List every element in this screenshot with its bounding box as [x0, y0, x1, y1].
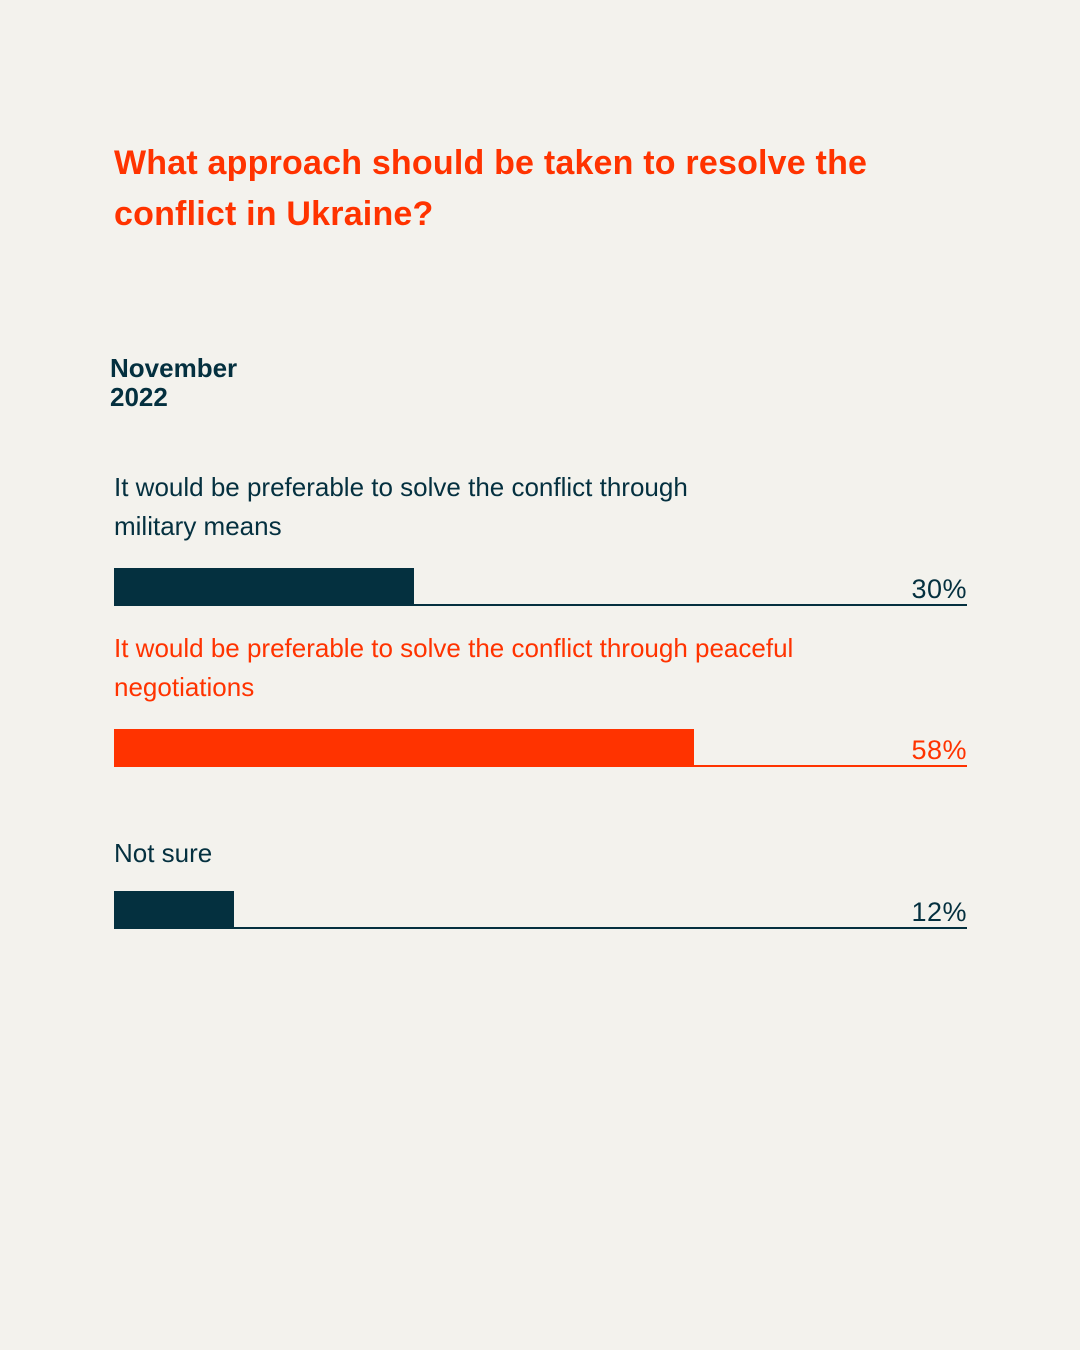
bar-value-military: 30% — [911, 574, 967, 604]
bar-negotiations — [114, 729, 694, 767]
bar-military — [114, 568, 414, 606]
bar-baseline-military — [114, 604, 967, 606]
chart-title: What approach should be taken to resolve… — [114, 144, 868, 233]
period-month: November — [110, 353, 238, 383]
bar-label-not-sure: Not sure — [114, 838, 213, 868]
bar-track-negotiations: 58% — [114, 729, 967, 767]
bar-value-negotiations: 58% — [911, 735, 967, 765]
period-year: 2022 — [110, 382, 168, 412]
bar-track-not-sure: 12% — [114, 891, 967, 929]
survey-period: November 2022 — [110, 354, 410, 412]
bar-track-military: 30% — [114, 568, 967, 606]
bar-not-sure — [114, 891, 234, 929]
bar-label-negotiations: It would be preferable to solve the conf… — [114, 633, 794, 702]
bar-label-military: It would be preferable to solve the conf… — [114, 472, 688, 541]
bar-value-not-sure: 12% — [911, 897, 967, 927]
bar-baseline-negotiations — [114, 765, 967, 767]
bar-baseline-not-sure — [114, 927, 967, 929]
